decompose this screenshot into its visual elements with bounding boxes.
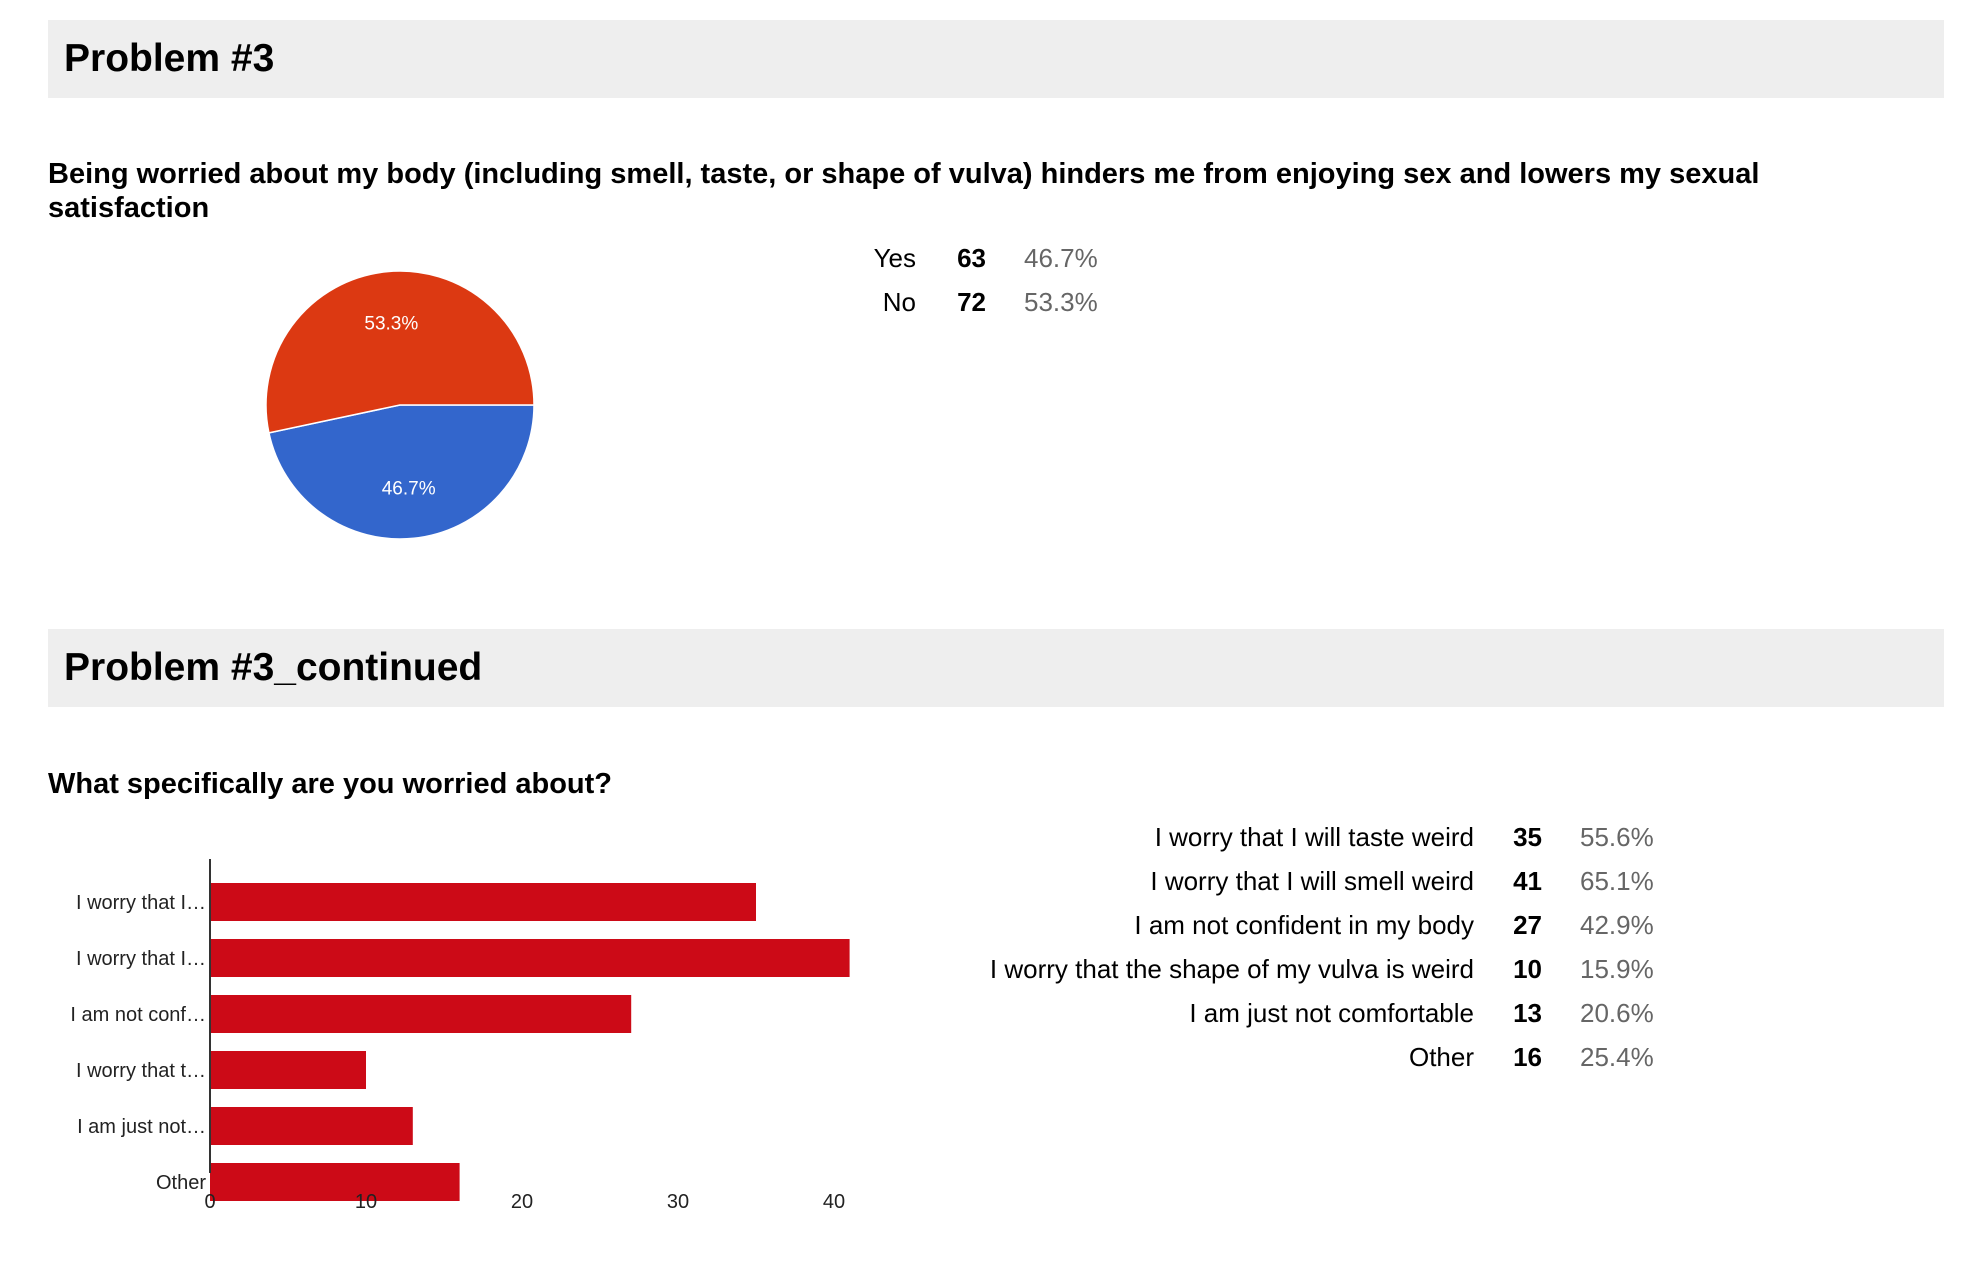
bar bbox=[210, 883, 756, 921]
option-label: Yes bbox=[873, 243, 916, 273]
pie-slice-yes bbox=[268, 404, 535, 540]
option-label: I am not confident in my body bbox=[1134, 910, 1474, 940]
bar bbox=[210, 1107, 413, 1145]
option-count: 10 bbox=[1513, 954, 1542, 984]
pie-slice-no bbox=[265, 270, 535, 434]
section-title: Problem #3_continued bbox=[64, 646, 483, 689]
pie-chart: 46.7% 53.3% bbox=[265, 270, 535, 540]
bar bbox=[210, 995, 632, 1033]
option-count: 16 bbox=[1513, 1042, 1542, 1072]
option-percent: 46.7% bbox=[1024, 243, 1098, 273]
category-label: I worry that I… bbox=[76, 948, 206, 970]
option-count: 63 bbox=[957, 243, 986, 273]
category-label: I am not conf… bbox=[70, 1004, 206, 1026]
option-label: I worry that the shape of my vulva is we… bbox=[989, 954, 1474, 984]
table-row: I worry that the shape of my vulva is we… bbox=[980, 947, 1654, 991]
option-count: 13 bbox=[1513, 998, 1542, 1028]
category-label: I am just not… bbox=[77, 1116, 206, 1138]
option-count: 41 bbox=[1513, 866, 1542, 896]
option-percent: 15.9% bbox=[1580, 954, 1654, 984]
option-percent: 42.9% bbox=[1580, 910, 1654, 940]
option-percent: 65.1% bbox=[1580, 866, 1654, 896]
category-label: I worry that I… bbox=[76, 892, 206, 914]
table-row: Other 16 25.4% bbox=[980, 1035, 1654, 1079]
option-label: Other bbox=[1408, 1042, 1474, 1072]
bar bbox=[210, 939, 850, 977]
bar bbox=[210, 1163, 460, 1201]
option-count: 35 bbox=[1513, 822, 1542, 852]
option-percent: 20.6% bbox=[1580, 998, 1654, 1028]
x-tick-label: 30 bbox=[667, 1191, 689, 1213]
summary-table-1: Yes 63 46.7% No 72 53.3% bbox=[860, 236, 1098, 324]
x-tick-label: 20 bbox=[511, 1191, 533, 1213]
section-header-problem-3-continued: Problem #3_continued bbox=[48, 629, 1944, 707]
table-row: I am not confident in my body 27 42.9% bbox=[980, 903, 1654, 947]
pie-slice-label: 46.7% bbox=[382, 479, 436, 500]
table-row: I worry that I will taste weird 35 55.6% bbox=[980, 815, 1654, 859]
section-header-problem-3: Problem #3 bbox=[48, 20, 1944, 98]
option-percent: 25.4% bbox=[1580, 1042, 1654, 1072]
option-count: 27 bbox=[1513, 910, 1542, 940]
option-label: No bbox=[882, 287, 916, 317]
pie-slice-label: 53.3% bbox=[364, 313, 418, 334]
table-row: Yes 63 46.7% bbox=[860, 236, 1098, 280]
x-tick-label: 0 bbox=[204, 1191, 215, 1213]
section-title: Problem #3 bbox=[64, 37, 275, 80]
x-tick-label: 40 bbox=[823, 1191, 845, 1213]
question-title-2: What specifically are you worried about? bbox=[48, 768, 613, 800]
table-row: I am just not comfortable 13 20.6% bbox=[980, 991, 1654, 1035]
table-row: No 72 53.3% bbox=[860, 280, 1098, 324]
question-title-1: Being worried about my body (including s… bbox=[48, 158, 1760, 224]
option-count: 72 bbox=[957, 287, 986, 317]
summary-table-2: I worry that I will taste weird 35 55.6% I … bbox=[980, 815, 1654, 1079]
option-percent: 53.3% bbox=[1024, 287, 1098, 317]
bar bbox=[210, 1051, 366, 1089]
option-label: I worry that I will smell weird bbox=[1150, 866, 1474, 896]
bar-chart: I worry that I… I worry that I… I am not c… bbox=[70, 859, 850, 1213]
option-percent: 55.6% bbox=[1580, 822, 1654, 852]
category-label: I worry that t… bbox=[76, 1060, 206, 1082]
option-label: I am just not comfortable bbox=[1189, 998, 1474, 1028]
option-label: I worry that I will taste weird bbox=[1154, 822, 1474, 852]
table-row: I worry that I will smell weird 41 65.1% bbox=[980, 859, 1654, 903]
x-tick-label: 10 bbox=[355, 1191, 377, 1213]
category-label: Other bbox=[156, 1172, 206, 1194]
